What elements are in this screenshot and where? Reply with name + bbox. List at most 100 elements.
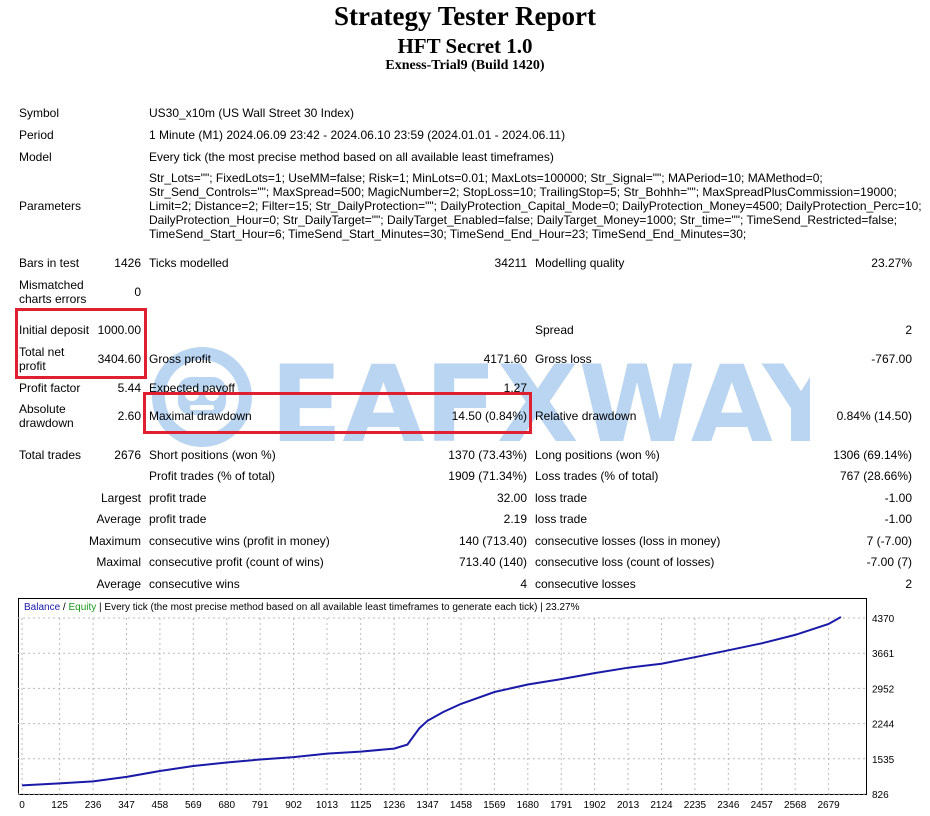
avg-cons-losses-label: consecutive losses bbox=[535, 577, 636, 591]
parameters-line: DailyProtection_Hour=0; Str_DailyTarget=… bbox=[149, 213, 898, 227]
profit-trades-label: Profit trades (% of total) bbox=[149, 469, 276, 483]
maximal-label: Maximal bbox=[96, 555, 141, 569]
x-tick-label: 1125 bbox=[350, 800, 372, 811]
spread-label: Spread bbox=[535, 323, 574, 337]
symbol-value: US30_x10m (US Wall Street 30 Index) bbox=[149, 106, 354, 120]
x-tick-label: 1791 bbox=[550, 800, 573, 811]
short-positions-value: 1370 (73.43%) bbox=[448, 448, 527, 462]
parameters-line: TimeSend_Start_Hour=6; TimeSend_Start_Mi… bbox=[149, 227, 747, 241]
x-tick-label: 2568 bbox=[784, 800, 807, 811]
avg-cons-losses-value: 2 bbox=[905, 577, 912, 591]
max-cons-wins-label: consecutive wins (profit in money) bbox=[149, 534, 330, 548]
abs-drawdown-label: Absolute drawdown bbox=[19, 402, 74, 430]
rel-drawdown-label: Relative drawdown bbox=[535, 409, 637, 423]
max-cons-losses-label: consecutive losses (loss in money) bbox=[535, 534, 721, 548]
balance-line bbox=[21, 616, 842, 787]
rel-drawdown-value: 0.84% (14.50) bbox=[836, 409, 912, 423]
expected-payoff-label: Expected payoff bbox=[149, 381, 235, 395]
profit-trades-value: 1909 (71.34%) bbox=[448, 469, 527, 483]
x-tick-label: 791 bbox=[252, 800, 269, 811]
net-profit-label: Total net profit bbox=[19, 345, 65, 373]
quality-value: 23.27% bbox=[871, 256, 912, 270]
largest-loss-value: -1.00 bbox=[884, 491, 912, 505]
parameters-line: Limit=2; Distance=2; Filter=15; Str_Dail… bbox=[149, 199, 922, 213]
loss-trades-value: 767 (28.66%) bbox=[839, 469, 912, 483]
largest-loss-label: loss trade bbox=[535, 491, 588, 505]
total-trades-label: Total trades bbox=[19, 448, 82, 462]
balance-chart: Balance / Equity | Every tick (the most … bbox=[18, 598, 895, 811]
x-tick-label: 458 bbox=[152, 800, 169, 811]
avg-cons-wins-label: consecutive wins bbox=[149, 577, 240, 591]
max-cons-loss-value: -7.00 (7) bbox=[866, 555, 912, 569]
x-tick-label: 2124 bbox=[650, 800, 673, 811]
model-value: Every tick (the most precise method base… bbox=[149, 150, 554, 164]
x-tick-label: 347 bbox=[118, 800, 135, 811]
x-tick-label: 1902 bbox=[584, 800, 607, 811]
x-tick-label: 236 bbox=[85, 800, 102, 811]
chart-series bbox=[21, 616, 842, 787]
average-loss-value: -1.00 bbox=[884, 512, 912, 526]
x-tick-label: 1458 bbox=[450, 800, 473, 811]
quality-label: Modelling quality bbox=[535, 256, 625, 270]
average-label: Average bbox=[96, 512, 141, 526]
x-tick-label: 2235 bbox=[684, 800, 707, 811]
x-tick-label: 569 bbox=[185, 800, 202, 811]
loss-trades-label: Loss trades (% of total) bbox=[535, 469, 659, 483]
x-tick-label: 1347 bbox=[416, 800, 439, 811]
x-tick-label: 1569 bbox=[483, 800, 506, 811]
abs-drawdown-value: 2.60 bbox=[117, 409, 141, 423]
x-tick-label: 0 bbox=[19, 800, 25, 811]
average-cons-label: Average bbox=[96, 577, 141, 591]
gross-profit-label: Gross profit bbox=[149, 352, 212, 366]
average-loss-label: loss trade bbox=[535, 512, 588, 526]
watermark-logo: EAFXWAY bbox=[152, 343, 810, 460]
short-positions-label: Short positions (won %) bbox=[149, 448, 276, 462]
symbol-label: Symbol bbox=[19, 106, 60, 120]
deposit-label: Initial deposit bbox=[19, 323, 90, 337]
deposit-value: 1000.00 bbox=[97, 323, 141, 337]
parameters-label: Parameters bbox=[19, 199, 82, 213]
chart-plot-area bbox=[18, 598, 867, 795]
long-positions-value: 1306 (69.14%) bbox=[833, 448, 912, 462]
x-tick-label: 2013 bbox=[617, 800, 640, 811]
max-cons-profit-value: 713.40 (140) bbox=[458, 555, 527, 569]
spread-value: 2 bbox=[905, 323, 912, 337]
x-tick-label: 1236 bbox=[383, 800, 406, 811]
report-title: Strategy Tester Report bbox=[334, 1, 596, 31]
max-drawdown-value: 14.50 (0.84%) bbox=[451, 409, 527, 423]
y-axis-labels: 4370 3661 2952 2244 1535 826 bbox=[872, 614, 895, 801]
legend-rest: | Every tick (the most precise method ba… bbox=[96, 602, 579, 613]
parameters-value: Str_Lots=""; FixedLots=1; UseMM=false; R… bbox=[149, 171, 924, 241]
legend-balance: Balance bbox=[24, 602, 61, 613]
chart-grid bbox=[18, 617, 866, 795]
y-tick-label: 2244 bbox=[872, 720, 895, 731]
gross-loss-value: -767.00 bbox=[871, 352, 912, 366]
max-cons-losses-value: 7 (-7.00) bbox=[866, 534, 912, 548]
x-tick-label: 2346 bbox=[717, 800, 740, 811]
long-positions-label: Long positions (won %) bbox=[535, 448, 660, 462]
parameters-line: Str_Send_Controls=""; MaxSpread=500; Mag… bbox=[149, 185, 897, 199]
x-tick-label: 1680 bbox=[517, 800, 540, 811]
total-trades-value: 2676 bbox=[114, 448, 141, 462]
y-tick-label: 826 bbox=[872, 790, 889, 801]
period-label: Period bbox=[19, 128, 54, 142]
chart-legend-text: Balance / Equity | Every tick (the most … bbox=[24, 602, 580, 613]
bars-label: Bars in test bbox=[19, 256, 80, 270]
bars-value: 1426 bbox=[114, 256, 141, 270]
x-tick-label: 902 bbox=[285, 800, 302, 811]
parameters-line: Str_Lots=""; FixedLots=1; UseMM=false; R… bbox=[149, 171, 823, 185]
mismatch-value: 0 bbox=[134, 285, 141, 299]
expected-payoff-value: 1.27 bbox=[503, 381, 527, 395]
x-tick-label: 2679 bbox=[817, 800, 840, 811]
largest-profit-label: profit trade bbox=[149, 491, 207, 505]
average-profit-value: 2.19 bbox=[503, 512, 527, 526]
legend-sep: / bbox=[60, 602, 68, 613]
avg-cons-wins-value: 4 bbox=[520, 577, 527, 591]
x-tick-label: 125 bbox=[51, 800, 68, 811]
server-build: Exness-Trial9 (Build 1420) bbox=[385, 58, 545, 73]
max-drawdown-label: Maximal drawdown bbox=[149, 409, 252, 423]
largest-label: Largest bbox=[100, 491, 141, 505]
chart-legend: Balance / Equity | Every tick (the most … bbox=[24, 602, 580, 613]
x-tick-label: 2457 bbox=[751, 800, 774, 811]
net-profit-value: 3404.60 bbox=[97, 352, 141, 366]
